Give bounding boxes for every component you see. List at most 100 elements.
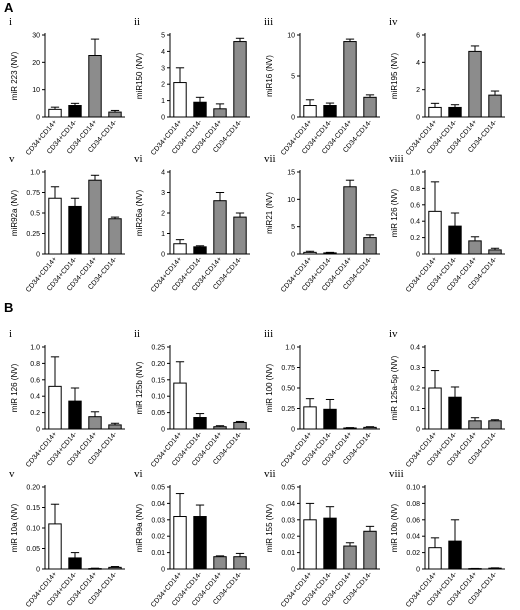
bar — [448, 106, 462, 118]
bar — [193, 516, 207, 570]
y-tick-label: 5 — [291, 224, 295, 231]
bar — [448, 540, 462, 570]
panel-sublabel: i — [9, 16, 12, 28]
y-tick-label: 0.05 — [151, 485, 165, 492]
y-tick-label: 0.20 — [151, 361, 165, 368]
bar — [233, 556, 247, 570]
y-tick-label: 0.6 — [410, 202, 420, 209]
y-tick-label: 0.15 — [151, 377, 165, 384]
y-tick-label: 0.10 — [26, 526, 40, 533]
bar — [363, 96, 377, 118]
y-tick-label: 1 — [161, 98, 165, 105]
y-tick-label: 6 — [416, 33, 420, 40]
y-axis-label: miR 155 (NV) — [265, 503, 274, 552]
bar — [468, 240, 482, 255]
y-tick-label: 0.02 — [406, 550, 420, 557]
bar — [173, 382, 187, 430]
bar — [173, 243, 187, 255]
panel-sublabel: iv — [389, 16, 398, 28]
bar — [323, 408, 337, 430]
y-tick-label: 0.05 — [26, 546, 40, 553]
y-tick-label: 0.2 — [410, 235, 420, 242]
bar — [48, 523, 62, 570]
y-tick-label: 1.0 — [30, 345, 40, 352]
y-axis-label: miR 10a (NV) — [10, 503, 19, 552]
y-tick-label: 1.0 — [30, 170, 40, 177]
bar — [68, 557, 82, 570]
bar — [173, 82, 187, 118]
y-tick-label: 15 — [287, 170, 295, 177]
y-tick-label: 0.03 — [281, 517, 295, 524]
y-tick-label: 0.2 — [30, 410, 40, 417]
bar — [428, 210, 442, 255]
panel-letter: B — [4, 300, 13, 315]
bar — [193, 101, 207, 118]
y-axis-label: miR 100 (NV) — [265, 363, 274, 412]
bar — [448, 396, 462, 430]
bar — [448, 225, 462, 255]
y-axis-label: miR 10b (NV) — [390, 503, 399, 552]
y-tick-label: 0 — [291, 567, 295, 574]
y-tick-label: 0.10 — [406, 485, 420, 492]
y-tick-label: 0 — [36, 427, 40, 434]
y-tick-label: 0.05 — [151, 410, 165, 417]
panel-sublabel: vi — [134, 468, 143, 480]
bar — [488, 420, 502, 430]
y-axis-label: miR16 (NV) — [265, 55, 274, 97]
bar — [468, 420, 482, 430]
y-tick-label: 0.04 — [406, 534, 420, 541]
y-axis-label: miR 125a-5p (NV) — [390, 355, 399, 420]
y-tick-label: 0.75 — [26, 190, 40, 197]
y-tick-label: 0.02 — [151, 534, 165, 541]
y-tick-label: 1.0 — [285, 345, 295, 352]
bar — [488, 94, 502, 118]
y-tick-label: 2 — [161, 82, 165, 89]
bar — [213, 556, 227, 570]
bar — [343, 545, 357, 570]
y-tick-label: 0.5 — [30, 211, 40, 218]
y-axis-label: miR21 (NV) — [265, 192, 274, 234]
y-tick-label: 4 — [161, 49, 165, 56]
y-tick-label: 0.1 — [410, 406, 420, 413]
bar — [88, 179, 102, 255]
y-tick-label: 0.4 — [410, 345, 420, 352]
y-axis-label: miR26a (NV) — [135, 190, 144, 237]
bar — [488, 249, 502, 255]
bar — [323, 517, 337, 570]
panel-sublabel: ii — [134, 16, 140, 28]
y-tick-label: 0 — [36, 252, 40, 259]
y-tick-label: 0 — [161, 115, 165, 122]
bar — [323, 252, 337, 255]
y-tick-label: 0.08 — [406, 501, 420, 508]
y-axis-label: miR195 (NV) — [390, 53, 399, 100]
y-axis-label: miR 126 (NV) — [10, 363, 19, 412]
y-tick-label: 20 — [32, 60, 40, 67]
bar — [193, 246, 207, 255]
y-tick-label: 0.4 — [410, 219, 420, 226]
y-tick-label: 10 — [32, 87, 40, 94]
bar — [428, 106, 442, 118]
panel-sublabel: iii — [264, 328, 273, 340]
bar — [193, 417, 207, 430]
y-tick-label: 0.75 — [281, 365, 295, 372]
y-tick-label: 0.04 — [151, 501, 165, 508]
bar — [363, 530, 377, 570]
y-tick-label: 1 — [161, 231, 165, 238]
y-tick-label: 0 — [416, 252, 420, 259]
bar — [68, 205, 82, 255]
y-tick-label: 0 — [36, 567, 40, 574]
bar — [88, 568, 102, 570]
y-tick-label: 0.01 — [281, 550, 295, 557]
y-tick-label: 0 — [161, 567, 165, 574]
y-tick-label: 4 — [416, 60, 420, 67]
